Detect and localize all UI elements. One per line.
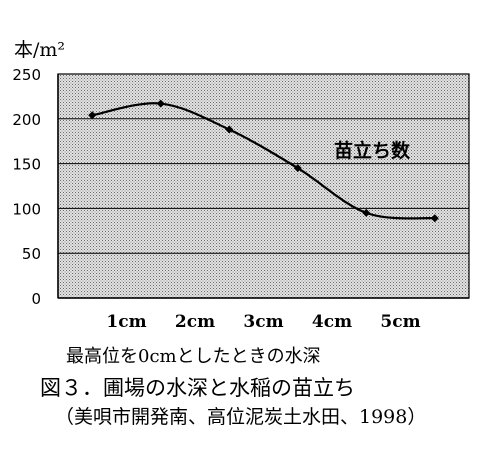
figure-title: 図３．圃場の水深と水稲の苗立ち — [40, 376, 355, 400]
data-point-marker — [88, 111, 97, 120]
seedling-chart: 本/m² 0 50 100 150 200 250 1cm 2cm 3cm 4cm 5cm 苗立ち… — [12, 39, 470, 332]
y-axis-label: 本/m² — [14, 39, 65, 61]
x-tick-label: 4cm — [312, 312, 352, 332]
data-point-marker — [362, 208, 371, 217]
x-tick-label: 3cm — [243, 312, 283, 332]
figure-source: （美唄市開発南、高位泥炭土水田、1998） — [55, 406, 427, 428]
chart-condition-note: 最高位を0cmとしたときの水深 — [66, 346, 321, 367]
series-line — [92, 102, 435, 220]
y-tick-label: 200 — [12, 111, 41, 129]
data-point-marker — [225, 125, 234, 134]
plot-area — [58, 74, 469, 298]
y-tick-label: 150 — [12, 156, 41, 174]
y-tick-label: 0 — [31, 290, 41, 308]
x-tick-label: 1cm — [106, 312, 146, 332]
plot-border — [57, 73, 470, 299]
data-point-marker — [293, 164, 302, 173]
y-tick-label: 250 — [12, 66, 41, 84]
data-point-marker — [430, 214, 439, 223]
data-point-marker — [156, 99, 165, 108]
series-label: 苗立ち数 — [334, 139, 411, 162]
y-tick-label: 50 — [22, 245, 41, 263]
x-tick-label: 5cm — [380, 312, 420, 332]
y-tick-label: 100 — [12, 200, 41, 218]
x-tick-label: 2cm — [175, 312, 215, 332]
